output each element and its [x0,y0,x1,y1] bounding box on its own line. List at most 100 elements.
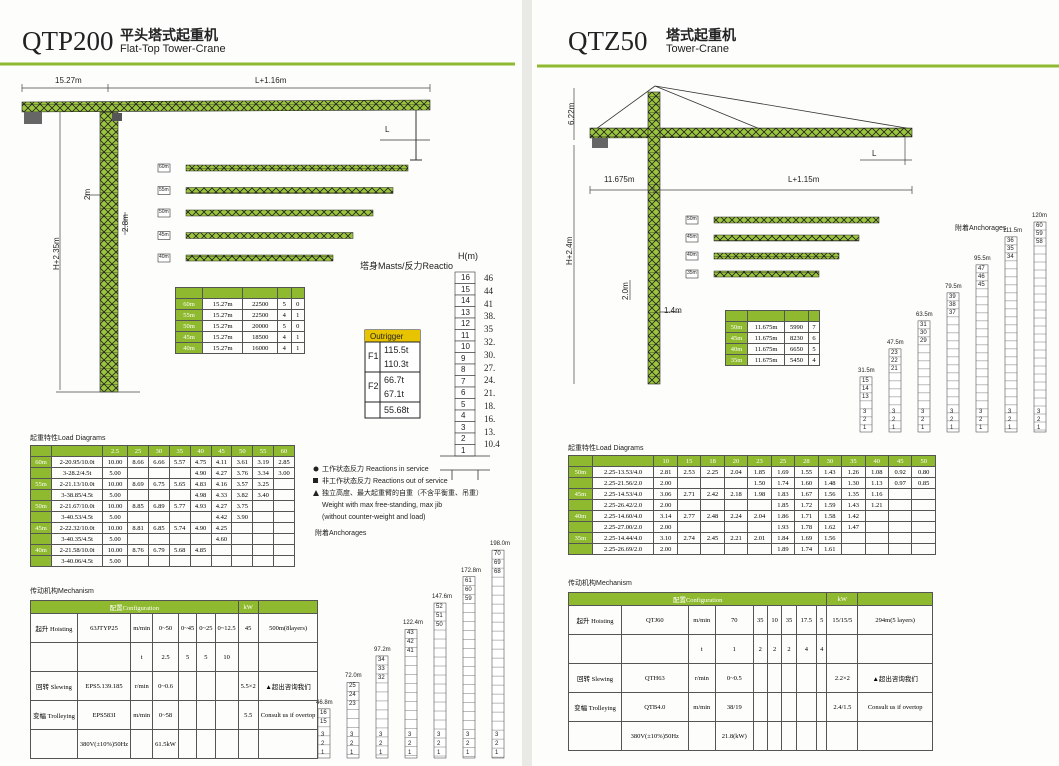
cell-number: 1 [979,425,983,431]
cell: 15.27m [202,320,244,332]
cell-number: 1 [350,750,354,756]
cell: 1.13 [864,477,890,489]
cell: 15.27m [202,342,244,354]
height-label: 30. [484,349,496,360]
cell [147,533,170,545]
cell-number: 68 [494,569,501,576]
cell [273,489,295,501]
cell-number: 13 [862,393,869,400]
row: 回转 Slewing QTH63 r/min 0~0.5 2.2×2 ▲超出咨询我们 [568,663,933,693]
jib-label: 50m [687,216,697,222]
cell: 40 [189,445,212,457]
left-load-table: 2.5 25 30 35 40 45 50 55 60 60m 2-20.95/10.0t 10.00… [29,445,295,567]
cell: 2.25-13.53/4.0 [591,466,655,478]
anchorage-height: 120m [1032,213,1048,219]
cell: 4 [816,634,828,664]
cell: 35m [724,354,749,366]
cell-number: 1 [466,750,470,756]
height-label: 24. [484,375,496,386]
cell [816,721,828,751]
row: 50m 2-21.67/10.0t 10.00 8.85 6.89 5.77 4.93 4.2… [29,500,295,512]
cell: 1.48 [817,477,843,489]
cell: 6650 [784,343,809,355]
cell [273,478,295,490]
cell [864,543,890,555]
note: (without counter-weight and load) [322,514,426,521]
dim-label: L+1.15m [788,175,820,184]
cell-number: 70 [494,551,501,558]
cell-number: 2 [408,741,412,747]
cell: EPS583I [76,700,132,730]
cell [252,533,275,545]
cell-number: 61 [465,577,472,584]
cell-number: 43 [407,630,414,637]
anchorage-height: 72.0m [345,673,362,680]
mast-number: 7 [461,376,466,386]
cell: 40 [864,455,890,467]
cell [568,499,593,511]
cell [174,287,204,299]
cell [257,642,319,672]
cell-number: 2 [921,417,925,423]
row: 50m 15.27m 20000 5 0 [174,320,305,332]
cell: 45 [237,613,259,643]
cell: 5 [177,642,198,672]
cell [841,543,866,555]
cell [752,692,768,722]
note-icon [313,490,319,496]
cell [784,310,809,322]
right-load-table: 10 15 18 20 23 25 28 30 35 40 45 50 50m 2.25-13.53/4.… [568,455,936,555]
cell [210,555,233,567]
anchorage-height: 46.8m [316,699,333,706]
mast-stack [404,629,418,759]
cell: 11.675m [747,332,785,344]
cell: 2.04 [747,510,772,522]
cell-number: 59 [465,595,472,602]
cell: 3-38.85/4.5t [51,489,104,501]
cell: 40m [724,343,749,355]
cell: ▲超出咨询我们 [857,663,933,693]
cell: 4.83 [189,478,212,490]
cell: 294m(5 layers) [857,605,933,635]
jib-box [685,269,699,279]
cell: 50 [911,455,936,467]
cell: 40m [29,544,53,556]
jib-label: 55m [159,186,169,193]
cell: 3.40 [252,489,275,501]
cell: 1.85 [770,499,796,511]
cell [568,521,593,533]
cell: m/min [130,613,154,643]
cell [766,663,783,693]
cell: 50 [231,445,254,457]
cell: 10.00 [102,522,129,534]
cell: 18500 [242,331,279,343]
title-cn: 塔式起重机 [666,27,736,43]
cell: 5 [277,298,292,310]
cell-number: 1 [408,750,412,756]
row: 变幅 Trolleying EPS583I m/min 0~58 5.5 Consult … [30,700,319,730]
cell [196,700,216,730]
section-title: 起重特性Load Diagrams [30,435,106,442]
outrigger-head [365,330,420,342]
cell [290,287,305,299]
cell: 50m [29,500,53,512]
cell: ▲超出咨询我们 [257,671,319,701]
cell: 28 [794,455,819,467]
cell: 1 [290,331,305,343]
cell-number: 23 [891,349,898,356]
height-label: 21. [484,388,496,399]
cell-number: 1 [892,425,896,431]
cell: 3-28.2/4.5t [51,467,104,479]
row: 45m 11.675m 8230 6 [724,332,821,344]
height-label: 44 [484,285,493,296]
cell: t [130,642,154,672]
force-value: 115.5t [384,345,409,355]
cell [127,533,149,545]
dim-label: H+2.35m [52,237,61,270]
cell: 3.25 [252,478,275,490]
jib-label: 45m [687,234,697,240]
cell: 2.42 [700,488,725,500]
cell: 4.98 [189,489,212,501]
cell: 6.79 [147,544,170,556]
cell: 60 [273,445,295,457]
